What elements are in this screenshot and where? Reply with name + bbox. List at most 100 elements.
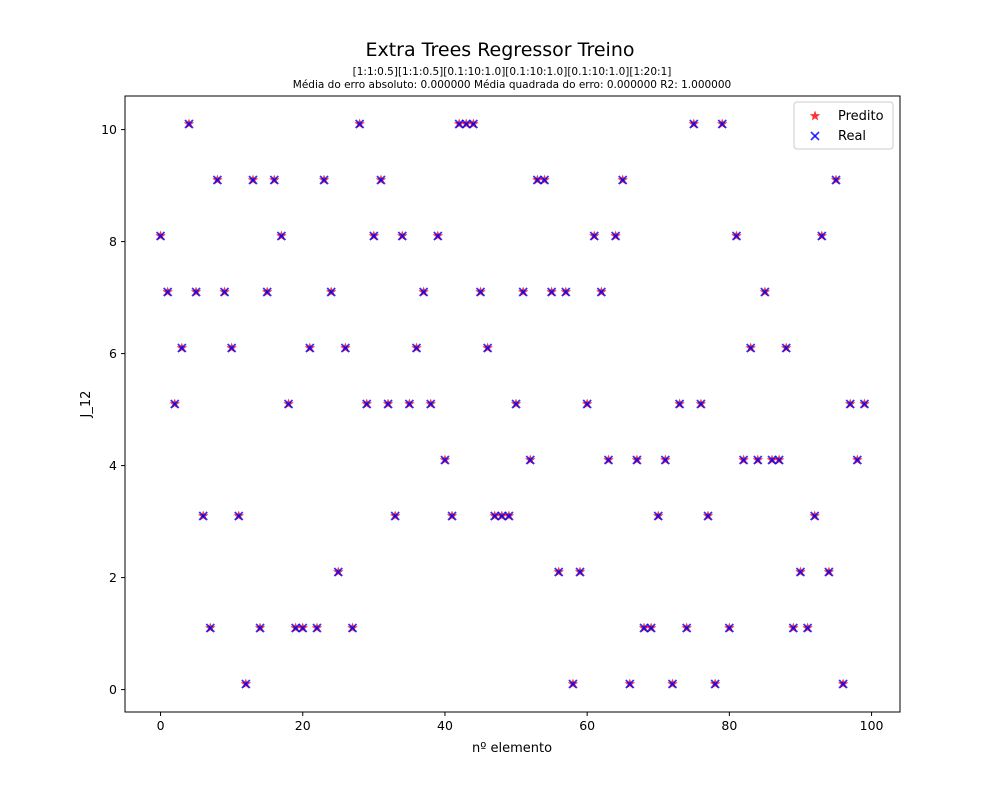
point-real	[753, 455, 763, 465]
point-real	[291, 623, 301, 633]
point-real	[568, 679, 578, 689]
point-real	[227, 343, 237, 353]
legend-frame	[793, 101, 894, 150]
x-tick-label: 40	[437, 718, 453, 733]
point-real	[532, 175, 543, 185]
point-real	[717, 119, 727, 129]
point-real	[383, 399, 393, 409]
point-real	[518, 287, 528, 297]
point-real	[845, 399, 855, 409]
point-real	[354, 119, 365, 129]
point-real	[810, 511, 820, 521]
point-real	[447, 511, 457, 521]
point-real	[554, 567, 564, 577]
point-real	[788, 623, 798, 633]
point-real	[276, 231, 287, 241]
point-real	[731, 231, 742, 241]
point-real	[155, 231, 166, 241]
point-real	[426, 399, 436, 409]
point-real	[191, 287, 201, 297]
legend: Predito Real	[793, 101, 894, 150]
point-real	[205, 623, 215, 633]
point-real	[746, 343, 756, 353]
point-real	[219, 287, 230, 297]
point-real	[255, 623, 265, 633]
chart-title: Extra Trees Regressor Treino	[365, 39, 634, 61]
point-real	[603, 455, 614, 465]
point-real	[369, 231, 379, 241]
point-real	[376, 175, 386, 185]
point-real	[546, 287, 557, 297]
point-real	[724, 623, 734, 633]
point-real	[618, 175, 628, 185]
point-real	[404, 399, 415, 409]
point-real	[411, 343, 422, 353]
point-real	[390, 511, 400, 521]
point-real	[198, 511, 208, 521]
point-real	[340, 343, 351, 353]
x-axis-label: nº elemento	[472, 741, 552, 756]
point-real	[575, 567, 585, 577]
y-tick-label: 10	[101, 122, 117, 137]
point-real	[482, 343, 493, 353]
point-real	[610, 231, 621, 241]
y-tick-label: 0	[109, 682, 117, 697]
legend-label-predito: Predito	[838, 109, 884, 124]
point-real	[682, 623, 692, 633]
y-axis-label: J_12	[79, 391, 94, 419]
series-real	[155, 119, 870, 689]
x-tick-label: 0	[157, 718, 165, 733]
point-real	[234, 511, 244, 521]
point-real	[781, 343, 791, 353]
point-real	[802, 623, 813, 633]
legend-star-icon	[809, 110, 821, 121]
point-real	[625, 679, 635, 689]
point-real	[163, 287, 173, 297]
point-real	[639, 623, 649, 633]
point-real	[418, 287, 429, 297]
legend-x-icon	[810, 131, 820, 141]
point-real	[497, 511, 507, 521]
point-real	[333, 567, 343, 577]
point-real	[817, 231, 827, 241]
point-real	[248, 175, 258, 185]
point-real	[397, 231, 407, 241]
point-real	[269, 175, 279, 185]
point-real	[539, 175, 550, 185]
point-real	[838, 679, 848, 689]
point-real	[767, 455, 777, 465]
point-real	[646, 623, 656, 633]
y-tick-label: 4	[109, 458, 117, 473]
point-real	[674, 399, 685, 409]
legend-marker-predito	[809, 110, 821, 121]
point-real	[362, 399, 372, 409]
point-real	[504, 511, 514, 521]
plot-frame	[124, 95, 901, 713]
legend-marker-real	[810, 131, 820, 141]
point-real	[298, 623, 308, 633]
chart-subtitle-line2: Média do erro absoluto: 0.000000 Média q…	[293, 79, 731, 91]
x-tick-label: 100	[860, 718, 884, 733]
point-real	[632, 455, 642, 465]
y-axis: 0 2 4 6 8 10	[101, 122, 125, 697]
x-tick-label: 80	[721, 718, 737, 733]
point-real	[831, 175, 841, 185]
point-real	[689, 119, 699, 129]
point-real	[561, 287, 571, 297]
series-predito	[155, 118, 870, 689]
point-real	[511, 399, 521, 409]
point-real	[475, 287, 486, 297]
point-real	[660, 455, 671, 465]
point-real	[319, 175, 329, 185]
point-real	[703, 511, 713, 521]
point-real	[461, 119, 471, 129]
point-real	[283, 399, 294, 409]
point-real	[440, 455, 450, 465]
point-real	[433, 231, 443, 241]
point-real	[824, 567, 834, 577]
plot-area	[155, 118, 870, 689]
x-tick-label: 60	[579, 718, 595, 733]
point-real	[696, 399, 706, 409]
point-real	[305, 343, 315, 353]
point-real	[525, 455, 535, 465]
